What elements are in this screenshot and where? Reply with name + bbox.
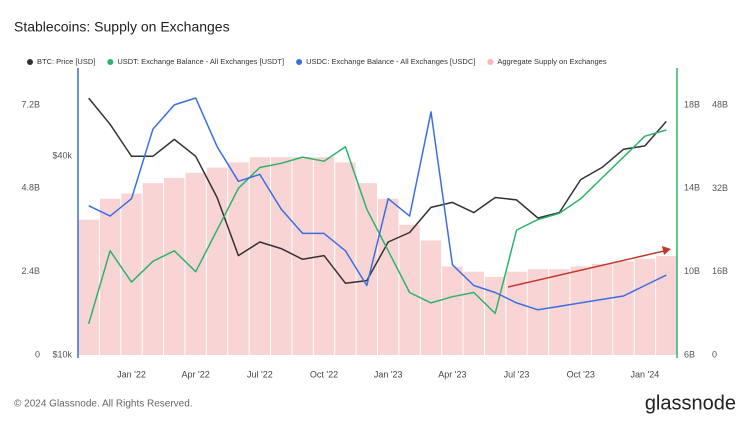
y4-tick-label: 48B (712, 99, 728, 109)
series-line (88, 97, 667, 311)
y4-tick-label: 32B (712, 183, 728, 193)
legend-swatch (107, 59, 114, 65)
brand-logo: glassnode (645, 392, 736, 414)
legend-label: USDT: Exchange Balance - All Exchanges [… (117, 57, 284, 66)
y2-tick-label: 6B (684, 349, 695, 359)
y4-tick-label: 16B (712, 266, 728, 276)
supply-bar (228, 162, 249, 355)
supply-bar (463, 271, 484, 355)
legend-swatch (27, 59, 33, 65)
supply-bar (249, 157, 271, 355)
supply-bar (99, 198, 121, 355)
plot-area: 0 2.4B 4.8B 7.2B $10k $40k 6B 10B 14B 18B 0 16B 32B 4… (21, 97, 728, 379)
supply-bar (121, 193, 142, 355)
legend-swatch (296, 59, 303, 65)
supply-bar (613, 261, 634, 355)
trend-arrow (507, 250, 665, 288)
supply-bar (399, 224, 420, 355)
supply-bar (656, 256, 677, 355)
supply-bar (527, 269, 549, 355)
x-tick-label: Jan '22 (117, 369, 146, 379)
supply-bar (142, 183, 164, 355)
footer: © 2024 Glassnode. All Rights Reserved. (14, 399, 193, 410)
supply-bar (442, 266, 463, 355)
supply-bar (420, 240, 442, 355)
supply-bar (206, 167, 228, 355)
supply-bar (591, 263, 613, 355)
arrow-head (662, 246, 671, 255)
y-tick-label: 4.8B (21, 183, 40, 193)
supply-bar (335, 162, 356, 355)
x-tick-label: Jan '23 (374, 369, 403, 379)
series-line (87, 129, 667, 325)
y-tick-label: 0 (35, 349, 40, 359)
x-tick-label: Apr '23 (438, 369, 466, 379)
legend-label: USDC: Exchange Balance - All Exchanges [… (306, 57, 475, 66)
supply-bar (271, 157, 292, 355)
supply-bar (378, 198, 399, 355)
legend-swatch (487, 59, 494, 65)
supply-bar (570, 266, 591, 355)
x-tick-label: Oct '23 (567, 369, 595, 379)
y3-tick-label: $40k (52, 151, 72, 161)
chart-title: Stablecoins: Supply on Exchanges (14, 19, 230, 35)
supply-bar (292, 157, 313, 355)
legend: BTC: Price [USD] USDT: Exchange Balance -… (27, 57, 607, 66)
supply-bar (185, 172, 206, 355)
series-line (88, 97, 667, 284)
legend-label: BTC: Price [USD] (37, 57, 95, 66)
supply-bar (549, 269, 570, 355)
supply-bar (506, 271, 527, 355)
y4-tick-label: 0 (712, 349, 717, 359)
y-tick-label: 2.4B (21, 266, 40, 276)
legend-label: Aggregate Supply on Exchanges (497, 57, 606, 66)
x-tick-label: Jul '23 (504, 369, 530, 379)
x-tick-label: Jan '24 (631, 369, 660, 379)
y2-tick-label: 14B (684, 183, 700, 193)
supply-bar (164, 177, 185, 355)
y2-tick-label: 18B (684, 99, 700, 109)
y-tick-label: 7.2B (21, 99, 40, 109)
x-tick-label: Oct '22 (310, 369, 338, 379)
x-tick-label: Jul '22 (247, 369, 273, 379)
y3-tick-label: $10k (52, 349, 72, 359)
supply-bar (78, 219, 99, 355)
y2-tick-label: 10B (684, 266, 700, 276)
supply-bar (634, 258, 656, 355)
x-tick-label: Apr '22 (182, 369, 210, 379)
supply-bar (356, 183, 377, 355)
